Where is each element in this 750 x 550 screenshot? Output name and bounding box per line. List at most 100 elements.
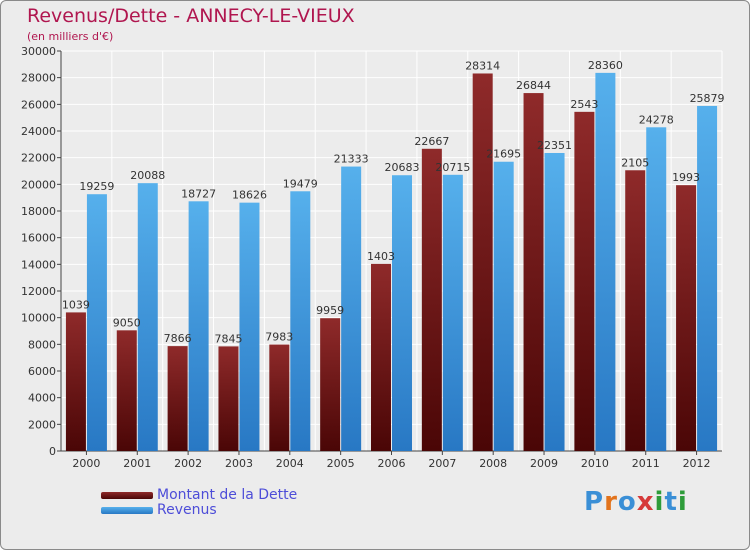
legend-label-dette: Montant de la Dette (157, 487, 298, 503)
data-label: 19479 (283, 177, 318, 190)
bar-dette (625, 170, 646, 451)
data-label: 26844 (516, 79, 551, 92)
x-tick-label: 2010 (581, 457, 609, 470)
data-label: 7866 (164, 332, 192, 345)
bar-dette (116, 330, 137, 451)
logo-letter: i (654, 487, 665, 517)
y-tick-label: 30000 (21, 45, 56, 58)
data-label: 28314 (465, 59, 500, 72)
y-tick-label: 28000 (21, 72, 56, 85)
logo-letter: i (677, 487, 688, 517)
x-tick-label: 2001 (123, 457, 151, 470)
x-tick-label: 2000 (72, 457, 100, 470)
data-label: 20683 (385, 161, 420, 174)
y-tick-label: 4000 (28, 392, 56, 405)
bar-revenus (493, 161, 514, 451)
bar-revenus (392, 175, 412, 451)
bar-revenus (442, 174, 463, 452)
data-label: 18626 (232, 189, 267, 202)
y-tick-label: 14000 (21, 258, 56, 271)
x-tick-label: 2008 (479, 457, 507, 470)
legend-item-dette: Montant de la Dette (101, 488, 297, 503)
legend-swatch-dette (101, 492, 153, 499)
bar-dette (371, 263, 391, 451)
logo-letter: P (584, 487, 605, 517)
data-label: 2543 (570, 98, 598, 111)
data-label: 28360 (588, 59, 623, 72)
data-label: 25879 (690, 92, 725, 105)
bar-revenus (544, 152, 565, 451)
y-tick-label: 0 (49, 445, 56, 458)
data-label: 1993 (672, 171, 700, 184)
y-tick-label: 12000 (21, 285, 56, 298)
bar-dette (472, 73, 493, 451)
data-label: 24278 (639, 113, 674, 126)
data-label: 22351 (537, 139, 572, 152)
axes: 0 2000 4000 6000 8000 10000 12000 14000 16000 180… (21, 45, 722, 470)
logo-letter: t (664, 487, 678, 517)
data-label: 9959 (316, 304, 344, 317)
x-tick-label: 2009 (530, 457, 558, 470)
bar-revenus (595, 72, 616, 451)
bar-dette (676, 185, 697, 451)
bar-dette (269, 344, 290, 451)
bars (65, 72, 718, 452)
bar-dette (421, 148, 442, 452)
data-label: 19259 (79, 180, 114, 193)
y-tick-label: 2000 (28, 418, 56, 431)
bar-dette (574, 111, 595, 451)
y-tick-label: 10000 (21, 312, 56, 325)
data-label: 1039 (62, 298, 90, 311)
y-tick-label: 18000 (21, 205, 56, 218)
x-tick-label: 2011 (632, 457, 660, 470)
data-label: 7845 (214, 332, 242, 345)
logo-letter: r (604, 487, 618, 517)
bar-dette (218, 346, 239, 451)
chart-title: Revenus/Dette - ANNECY-LE-VIEUX (27, 5, 355, 27)
y-tick-label: 20000 (21, 178, 56, 191)
bar-revenus (137, 183, 158, 451)
bar-revenus (697, 105, 718, 452)
y-tick-label: 16000 (21, 232, 56, 245)
data-label: 20715 (435, 161, 470, 174)
bar-dette (320, 318, 341, 451)
y-tick-label: 26000 (21, 98, 56, 111)
bar-dette (523, 93, 544, 451)
x-tick-label: 2007 (428, 457, 456, 470)
y-tick-label: 8000 (28, 338, 56, 351)
legend: Montant de la Dette Revenus (101, 488, 297, 518)
bar-dette (65, 312, 86, 451)
data-label: 20088 (130, 169, 165, 182)
x-tick-label: 2012 (683, 457, 711, 470)
bar-dette (167, 346, 188, 451)
logo-letter: o (617, 487, 637, 517)
data-label: 18727 (181, 187, 216, 200)
legend-item-revenus: Revenus (101, 503, 297, 518)
data-labels: 1039 19259 9050 20088 7866 18727 7845 18626 7983… (62, 59, 725, 346)
logo-letter: x (636, 487, 655, 517)
bar-revenus (341, 166, 362, 451)
data-label: 21333 (334, 153, 369, 166)
chart-subtitle: (en milliers d'€) (27, 30, 114, 43)
x-tick-label: 2003 (225, 457, 253, 470)
bar-revenus (290, 191, 311, 451)
bar-revenus (86, 194, 107, 452)
data-label: 7983 (265, 331, 293, 344)
data-label: 2105 (621, 156, 649, 169)
legend-swatch-revenus (101, 507, 153, 514)
x-tick-label: 2006 (378, 457, 406, 470)
proxiti-logo: Proxiti (584, 487, 688, 517)
data-label: 9050 (113, 316, 141, 329)
data-label: 1403 (367, 250, 395, 263)
y-tick-label: 6000 (28, 365, 56, 378)
data-label: 21695 (486, 148, 521, 161)
legend-label-revenus: Revenus (157, 502, 217, 518)
bar-revenus (188, 201, 209, 451)
x-tick-label: 2002 (174, 457, 202, 470)
bar-revenus (646, 127, 667, 451)
x-tick-label: 2005 (327, 457, 355, 470)
y-tick-label: 22000 (21, 152, 56, 165)
x-tick-label: 2004 (276, 457, 304, 470)
bar-revenus (239, 202, 260, 451)
